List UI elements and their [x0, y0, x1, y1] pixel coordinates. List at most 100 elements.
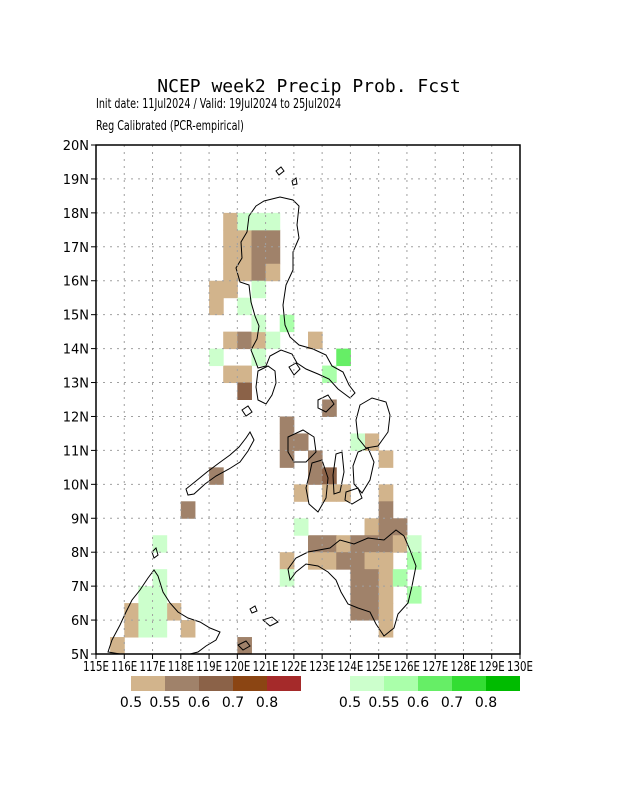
dry-cell-58	[364, 569, 380, 587]
lon-tick-label: 116E	[111, 660, 137, 675]
dry-cell-46	[350, 535, 366, 553]
dry-cell-52	[322, 552, 337, 570]
coast-sulu-2	[237, 640, 251, 651]
dry-cell-2	[223, 246, 238, 265]
coast-negros	[305, 459, 329, 513]
lon-tick-label: 120E	[224, 660, 250, 675]
coast-sulu-1	[262, 616, 279, 627]
dry-cell-11	[265, 246, 281, 265]
dry-legend-swatch	[165, 676, 199, 691]
lon-tick-label: 127E	[422, 660, 448, 675]
wet-legend-swatch	[384, 676, 418, 691]
coast-calamian	[241, 405, 253, 417]
lat-tick-label: 8N	[71, 546, 89, 561]
wet-cell-14	[152, 535, 168, 553]
lon-tick-label: 125E	[366, 660, 392, 675]
dry-legend-label: 0.7	[222, 695, 244, 711]
lon-tick-label: 130E	[507, 660, 533, 675]
wet-cell-1	[251, 212, 267, 231]
wet-cell-12	[350, 433, 366, 451]
lon-tick-label: 124E	[337, 660, 363, 675]
dry-cell-59	[378, 569, 394, 587]
lat-tick-label: 10N	[63, 478, 89, 493]
dry-cell-35	[180, 501, 196, 519]
dry-legend-label: 0.5	[120, 695, 142, 711]
lat-tick-label: 7N	[71, 580, 89, 595]
wet-cell-8	[209, 348, 224, 367]
dry-cell-1	[223, 229, 238, 248]
wet-legend-swatch	[350, 676, 384, 691]
wet-cell-24	[152, 603, 168, 621]
dry-cell-43	[308, 535, 323, 553]
wet-cell-11	[322, 365, 337, 384]
dry-cell-8	[251, 246, 267, 265]
dry-legend-swatch	[233, 676, 267, 691]
axis-ticks	[91, 144, 521, 659]
dry-cell-65	[378, 603, 394, 621]
dry-cell-39	[378, 501, 394, 519]
dry-cell-62	[378, 586, 394, 604]
wet-cell-25	[138, 620, 154, 638]
lon-tick-label: 126E	[394, 660, 420, 675]
wet-legend-swatch	[418, 676, 452, 691]
coast-palawan	[185, 431, 255, 496]
dry-legend-label: 0.6	[188, 695, 210, 711]
wet-cell-13	[293, 518, 309, 536]
dry-cell-56	[378, 552, 394, 570]
coastlines	[107, 166, 417, 655]
lat-tick-label: 12N	[63, 410, 89, 425]
lat-tick-label: 17N	[63, 241, 89, 256]
dry-cell-18	[251, 331, 267, 350]
coast-batanes	[291, 177, 298, 186]
dry-cell-12	[265, 263, 281, 282]
wet-cell-4	[237, 297, 252, 316]
wet-cell-6	[279, 314, 295, 333]
wet-legend-label: 0.6	[407, 695, 429, 711]
dry-cell-64	[364, 603, 380, 621]
lat-tick-label: 16N	[63, 275, 89, 290]
dry-cell-41	[378, 518, 394, 536]
dry-legend-label: 0.8	[256, 695, 278, 711]
dry-cell-40	[364, 518, 380, 536]
dry-cell-10	[265, 229, 281, 248]
dry-cell-70	[180, 620, 196, 638]
wet-legend-label: 0.7	[441, 695, 463, 711]
dry-cell-71	[110, 637, 125, 655]
dry-cell-19	[223, 365, 238, 384]
dry-cell-38	[378, 484, 394, 502]
lon-tick-label: 117E	[140, 660, 166, 675]
lat-tick-label: 15N	[63, 309, 89, 324]
coast-masbate	[317, 394, 335, 413]
coast-mindoro	[255, 365, 277, 405]
dry-cell-30	[322, 467, 337, 485]
graticule	[96, 145, 520, 654]
lon-tick-label: 119E	[196, 660, 222, 675]
dry-cell-42	[392, 518, 408, 536]
dry-cell-20	[237, 365, 252, 384]
map-frame	[95, 144, 521, 655]
dry-cell-15	[223, 280, 238, 299]
valid-dates-subtitle: Init date: 11Jul2024 / Valid: 19Jul2024 …	[96, 97, 342, 112]
dry-cell-7	[251, 229, 267, 248]
dry-legend-label: 0.55	[149, 695, 180, 711]
dry-cell-61	[364, 586, 380, 604]
dry-cell-57	[350, 569, 366, 587]
dry-cell-6	[237, 263, 252, 282]
dry-cell-50	[279, 552, 295, 570]
wet-cell-2	[265, 212, 281, 231]
dry-cell-13	[209, 280, 224, 299]
dry-cell-63	[350, 603, 366, 621]
lat-tick-label: 20N	[63, 139, 89, 154]
wet-cell-15	[406, 535, 422, 553]
dry-cell-14	[209, 297, 224, 316]
dry-cell-24	[279, 416, 295, 434]
lat-tick-label: 13N	[63, 377, 89, 392]
coast-borneo	[107, 569, 221, 655]
longitude-tick-labels: 115E 116E 117E 118E 119E 120E 121E 122E 123E 124E…	[83, 660, 533, 675]
dry-cell-60	[350, 586, 366, 604]
wet-cell-17	[392, 569, 408, 587]
lat-tick-label: 9N	[71, 512, 89, 527]
dry-probability-legend: 0.5 0.55 0.6 0.7 0.8	[120, 676, 301, 711]
probability-cells	[110, 212, 422, 655]
